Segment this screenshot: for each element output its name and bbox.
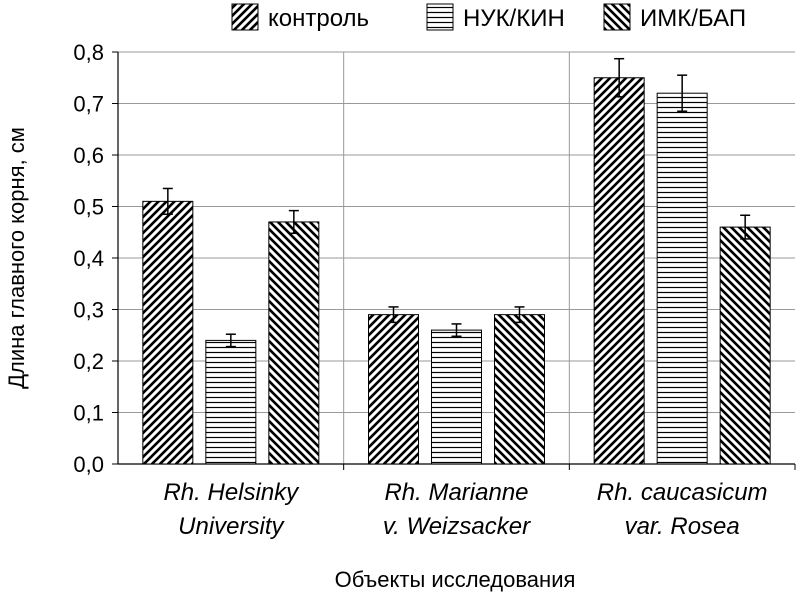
y-tick-label: 0,6 <box>73 143 104 168</box>
x-axis-title: Объекты исследования <box>335 567 576 592</box>
bar-ИМК/БАП <box>268 221 320 465</box>
bar-контроль <box>368 314 419 465</box>
category-labels: Rh. Helsinky University Rh. Marianne v. Wei… <box>163 479 767 540</box>
category-label: v. Weizsacker <box>383 513 531 540</box>
y-tick-label: 0,8 <box>73 40 104 65</box>
y-axis-title: Длина главного корня, см <box>4 127 29 389</box>
legend-swatch-контроль <box>231 3 259 31</box>
y-tick-labels: 0,0 0,1 0,2 0,3 0,4 0,5 0,6 0,7 0,8 <box>73 40 104 477</box>
y-tick-label: 0,0 <box>73 452 104 477</box>
y-tick-label: 0,1 <box>73 401 104 426</box>
legend-label: ИМК/БАП <box>640 5 746 32</box>
category-label: var. Rosea <box>625 513 740 540</box>
category-label: Rh. Helsinky <box>163 479 300 506</box>
bars <box>142 77 771 465</box>
category-label: University <box>178 513 285 540</box>
bar-контроль <box>593 77 645 465</box>
bar-ИМК/БАП <box>494 314 545 465</box>
error-bars <box>162 57 751 348</box>
legend-label: контроль <box>268 5 369 32</box>
bar-контроль <box>142 200 194 465</box>
legend-swatch-НУК/КИН <box>426 3 454 31</box>
y-tick-label: 0,3 <box>73 298 104 323</box>
legend-label: НУК/КИН <box>463 5 565 32</box>
legend: контроль НУК/КИН ИМК/БАП <box>231 3 746 32</box>
bar-НУК/КИН <box>656 92 708 465</box>
y-tick-label: 0,2 <box>73 349 104 374</box>
y-tick-label: 0,5 <box>73 195 104 220</box>
legend-swatch-ИМК/БАП <box>603 3 631 31</box>
bar-ИМК/БАП <box>719 226 771 465</box>
category-label: Rh. Marianne <box>384 479 528 506</box>
y-tick-label: 0,7 <box>73 92 104 117</box>
y-tick-label: 0,4 <box>73 246 104 271</box>
category-label: Rh. caucasicum <box>597 479 768 506</box>
bar-НУК/КИН <box>431 329 482 465</box>
bar-НУК/КИН <box>205 339 257 465</box>
